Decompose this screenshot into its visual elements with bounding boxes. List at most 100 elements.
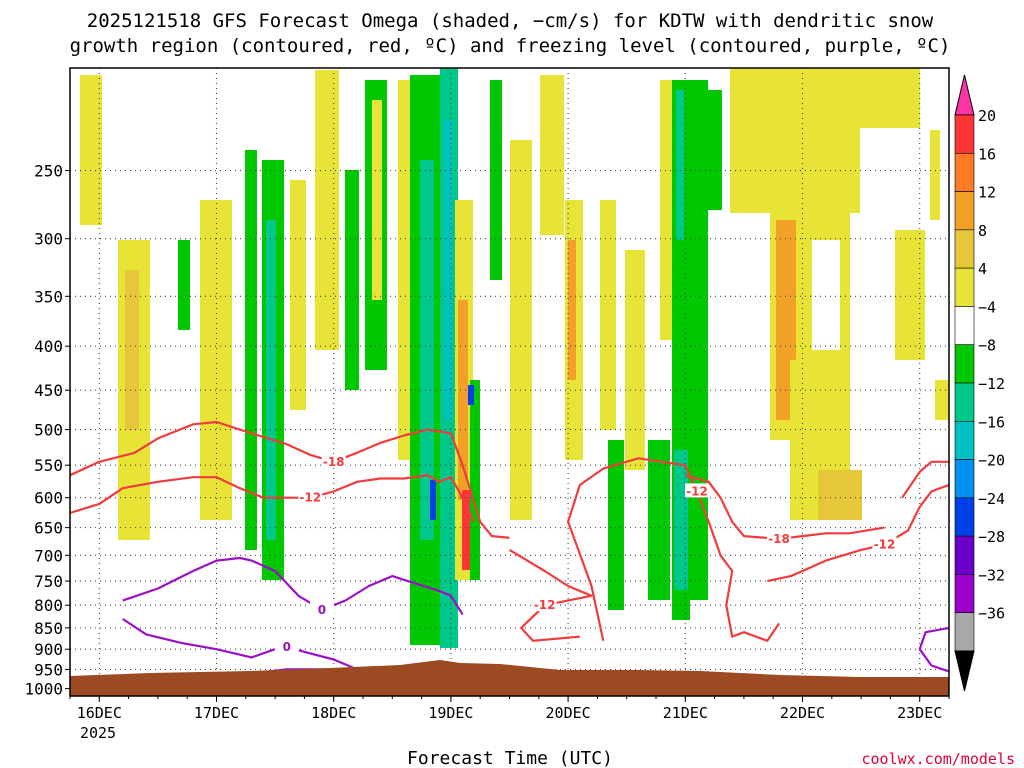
omega-shade <box>895 230 925 360</box>
omega-shade <box>468 385 474 405</box>
colorbar-label: −8 <box>978 337 996 355</box>
omega-shade <box>730 68 860 213</box>
colorbar-swatch <box>954 459 975 499</box>
dgz-contour-label-bg <box>767 530 792 545</box>
y-axis: 250 300 350 400 450 500 550 600 650 700 750 800 850 9… <box>24 162 70 699</box>
omega-shade <box>430 480 436 520</box>
terrain <box>70 660 949 696</box>
omega-shade <box>540 75 564 235</box>
x-tick-label: 19DEC <box>428 704 473 722</box>
omega-shade <box>470 380 480 580</box>
colorbar-label: −4 <box>978 298 996 316</box>
colorbar-label: −24 <box>978 490 1005 508</box>
omega-shade <box>608 440 624 610</box>
dgz-contour-label: -18 <box>768 532 790 546</box>
omega-shade <box>812 240 840 350</box>
omega-shade <box>708 90 722 210</box>
colorbar-swatch <box>954 267 975 307</box>
dgz-contour-label-bg <box>685 483 710 498</box>
colorbar-top-arrow <box>954 74 975 116</box>
dgz-contour-label-bg <box>321 453 346 468</box>
colorbar-swatch <box>954 420 975 460</box>
dgz-contour-line <box>685 474 885 540</box>
omega-shade <box>178 240 190 330</box>
omega-shade <box>444 120 452 420</box>
omega-shade <box>625 250 645 470</box>
chart-title-line2: growth region (contoured, red, ºC) and f… <box>70 35 951 57</box>
colorbar-label: 20 <box>978 107 996 125</box>
x-tick-label: 17DEC <box>194 704 239 722</box>
dgz-contour-label: -12 <box>874 537 896 551</box>
x-axis-title: Forecast Time (UTC) <box>407 748 613 768</box>
dgz-contour-label: -18 <box>323 455 345 469</box>
omega-shade <box>676 90 684 240</box>
y-tick-label: 950 <box>34 660 63 679</box>
omega-shade <box>315 70 339 350</box>
colorbar-label: −12 <box>978 375 1005 393</box>
freezing-contour-label: 0 <box>283 640 291 654</box>
omega-shade <box>372 100 382 300</box>
colorbar-swatch <box>954 497 975 537</box>
omega-shade <box>458 300 468 500</box>
credit-label: coolwx.com/models <box>861 750 1015 768</box>
x-tick-label: 22DEC <box>780 704 825 722</box>
omega-shade <box>290 180 306 410</box>
colorbar-label: −20 <box>978 452 1005 470</box>
omega-shade <box>398 80 410 460</box>
colorbar-swatch <box>954 114 975 154</box>
y-tick-label: 550 <box>34 456 63 475</box>
dgz-contour-line <box>901 460 949 499</box>
colorbar-swatch <box>954 574 975 614</box>
freezing-contour-line <box>918 626 949 673</box>
dgz-contour-label: -12 <box>534 598 556 612</box>
colorbar-swatch <box>954 382 975 422</box>
omega-shade <box>690 80 708 600</box>
dgz-contour-label: -12 <box>686 484 708 498</box>
omega-shade <box>674 450 688 590</box>
colorbar-swatch <box>954 229 975 269</box>
colorbar-swatch <box>954 306 975 346</box>
x-tick-label: 18DEC <box>311 704 356 722</box>
colorbar-label: −36 <box>978 605 1005 623</box>
y-tick-label: 700 <box>34 546 63 565</box>
omega-shade <box>600 200 616 430</box>
y-tick-label: 1000 <box>24 680 63 699</box>
y-tick-label: 600 <box>34 489 63 508</box>
x-tick-label: 23DEC <box>897 704 942 722</box>
colorbar: 20 16 12 8 4 −4 −8 −12 −16 −20 −24 −28 −32 −36 <box>954 74 1005 692</box>
x-axis-year: 2025 <box>80 724 116 742</box>
omega-shade <box>568 240 576 380</box>
y-tick-label: 850 <box>34 619 63 638</box>
colorbar-swatch <box>954 152 975 192</box>
x-tick-label: 21DEC <box>663 704 708 722</box>
colorbar-bottom-arrow <box>954 650 975 692</box>
plot-area: -18-12-12-12-18-12 000 <box>70 68 949 696</box>
colorbar-label: 16 <box>978 145 996 163</box>
colorbar-swatch <box>954 612 975 652</box>
colorbar-label: 8 <box>978 222 987 240</box>
colorbar-label: −32 <box>978 566 1005 584</box>
y-tick-label: 350 <box>34 287 63 306</box>
omega-shade <box>125 270 139 430</box>
dgz-contours: -18 -12 -12 -12 -18 -12 <box>70 420 949 642</box>
omega-shade <box>935 380 949 420</box>
x-axis: 16DEC 17DEC 18DEC 19DEC 20DEC 21DEC 22DEC 23DEC <box>69 696 950 722</box>
colorbar-label: −28 <box>978 528 1005 546</box>
freezing-contour-label-bg <box>274 639 299 654</box>
colorbar-swatch <box>954 535 975 575</box>
omega-shade <box>490 80 502 280</box>
colorbar-label: 12 <box>978 184 996 202</box>
y-tick-label: 500 <box>34 421 63 440</box>
x-tick-label: 20DEC <box>546 704 591 722</box>
omega-shading <box>80 68 949 648</box>
omega-shade <box>648 440 670 600</box>
omega-shade <box>245 150 257 550</box>
freezing-contour-label: 0 <box>318 603 326 617</box>
y-tick-label: 900 <box>34 640 63 659</box>
chart-title-line1: 2025121518 GFS Forecast Omega (shaded, −… <box>87 10 934 32</box>
omega-shade <box>80 75 102 225</box>
dgz-contour-label-bg <box>532 597 557 612</box>
x-tick-label: 16DEC <box>77 704 122 722</box>
dgz-contour-label: -12 <box>299 491 321 505</box>
